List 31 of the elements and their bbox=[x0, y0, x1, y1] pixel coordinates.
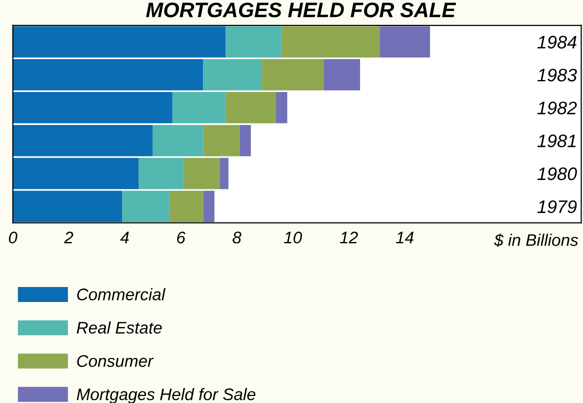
legend-label: Real Estate bbox=[76, 321, 162, 334]
chart-title: MORTGAGES HELD FOR SALE bbox=[146, 2, 456, 18]
x-tick-label: 6 bbox=[177, 232, 186, 244]
x-tick-label: 2 bbox=[64, 232, 74, 244]
y-tick-label: 1982 bbox=[537, 102, 577, 114]
y-tick-label: 1981 bbox=[537, 134, 576, 148]
bar bbox=[12, 190, 122, 222]
x-axis-title: $ in Billions bbox=[494, 233, 578, 247]
bar bbox=[138, 158, 184, 190]
legend-label: Commercial bbox=[77, 288, 166, 300]
y-tick-label: 1980 bbox=[537, 167, 577, 180]
x-tick-label: 0 bbox=[8, 232, 18, 244]
bar bbox=[220, 158, 228, 190]
bar bbox=[12, 158, 139, 190]
bar bbox=[380, 26, 430, 58]
y-tick-label: 1979 bbox=[537, 200, 577, 214]
x-tick-label: 4 bbox=[120, 232, 129, 244]
bar bbox=[170, 190, 204, 222]
y-tick-label: 1983 bbox=[537, 68, 577, 82]
legend-label: Consumer bbox=[77, 355, 154, 367]
x-tick-label: 12 bbox=[340, 232, 358, 244]
y-tick-label: 1984 bbox=[537, 36, 576, 49]
bar bbox=[203, 190, 214, 222]
bar bbox=[240, 124, 251, 156]
x-tick-label: 14 bbox=[396, 232, 414, 244]
bar bbox=[184, 158, 220, 190]
x-tick-label: 8 bbox=[232, 232, 242, 244]
bar bbox=[276, 92, 288, 124]
x-tick-label: 10 bbox=[284, 232, 302, 244]
bar bbox=[324, 59, 360, 90]
bar bbox=[122, 190, 170, 222]
